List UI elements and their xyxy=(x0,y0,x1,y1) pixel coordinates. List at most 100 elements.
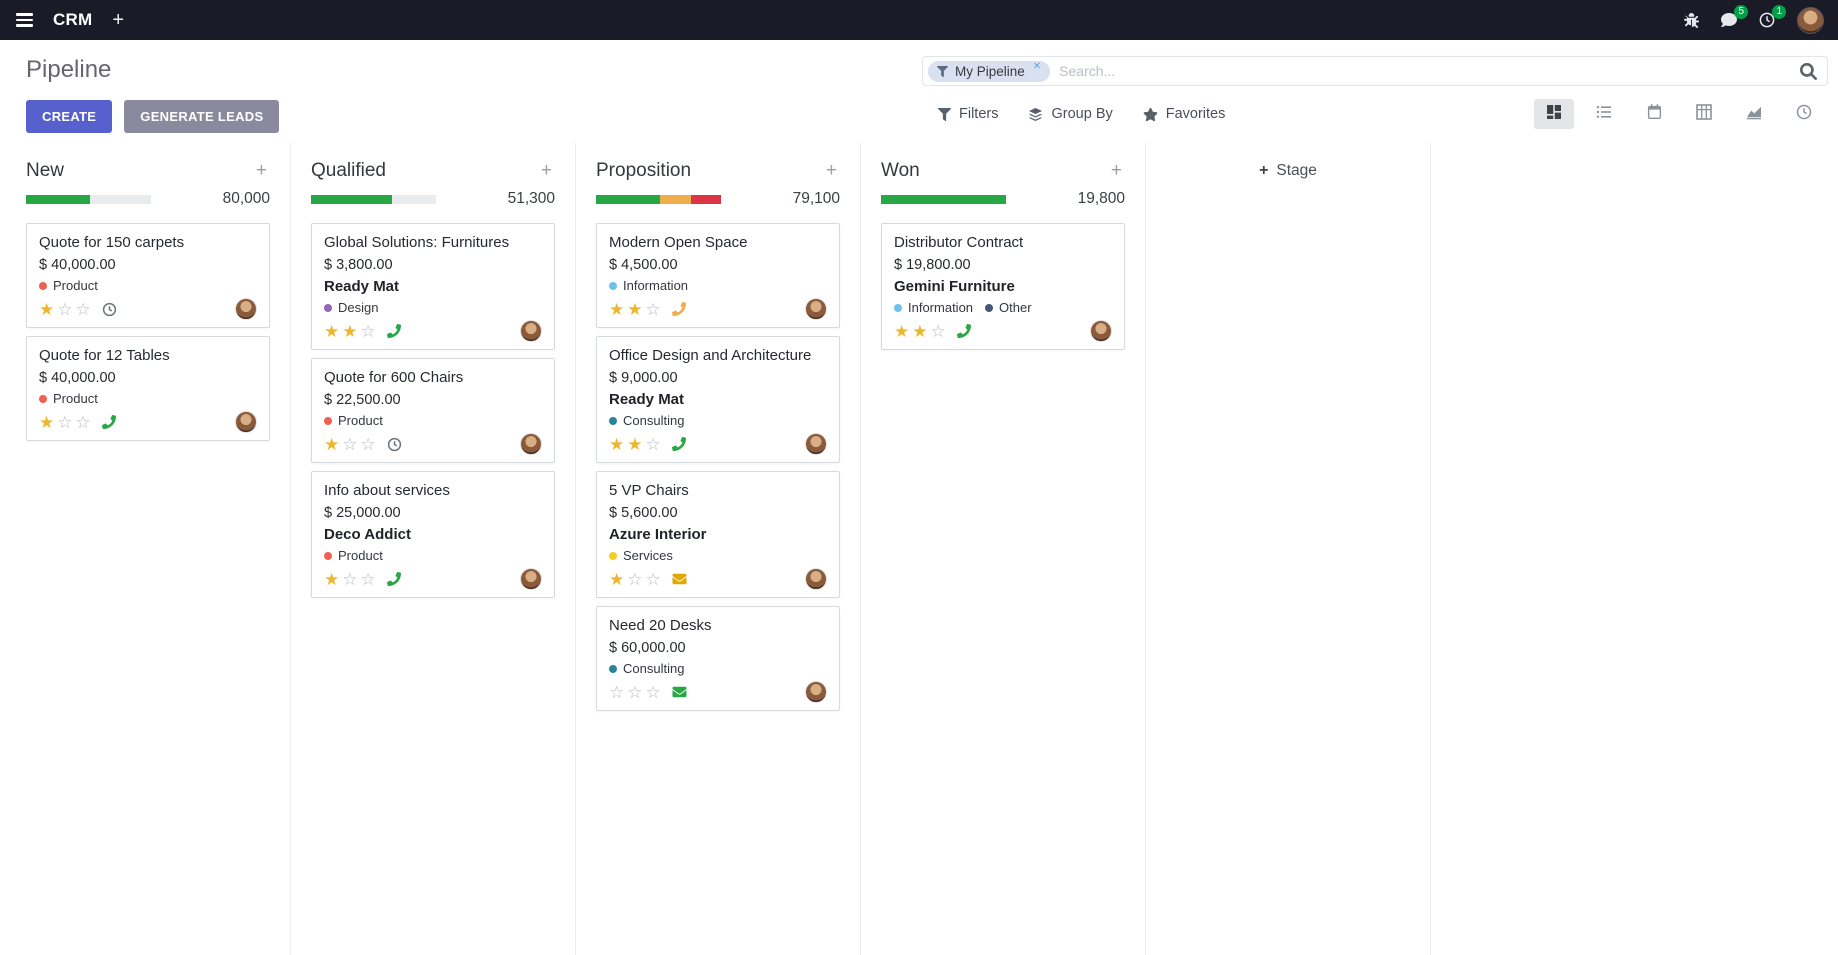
phone-icon[interactable] xyxy=(101,415,116,429)
clock-icon[interactable] xyxy=(387,437,402,452)
kanban-card[interactable]: Distributor Contract $ 19,800.00 Gemini … xyxy=(881,223,1125,350)
tag-color-dot xyxy=(609,664,617,673)
favorites-button[interactable]: Favorites xyxy=(1143,106,1225,122)
card-amount: $ 40,000.00 xyxy=(39,257,116,273)
card-title: Office Design and Architecture xyxy=(609,347,812,364)
kanban-card[interactable]: Office Design and Architecture $ 9,000.0… xyxy=(596,336,840,463)
column-quick-add-icon[interactable]: + xyxy=(825,159,837,181)
kanban-card[interactable]: Info about services $ 25,000.00 Deco Add… xyxy=(311,471,555,598)
view-list-button[interactable] xyxy=(1584,99,1624,129)
phone-icon[interactable] xyxy=(386,572,401,586)
priority-stars[interactable]: ★ ★ ☆ xyxy=(324,321,376,341)
card-tag: Product xyxy=(324,548,383,563)
phone-icon[interactable] xyxy=(671,302,686,316)
tag-label: Product xyxy=(338,548,383,563)
avatar xyxy=(805,298,827,320)
kanban-empty-area xyxy=(1431,143,1838,955)
priority-stars[interactable]: ★ ☆ ☆ xyxy=(324,569,376,589)
priority-stars[interactable]: ★ ☆ ☆ xyxy=(39,299,91,319)
kanban-column-qualified: Qualified + 51,300 Global Solutions: Fur… xyxy=(291,143,576,955)
view-activity-button[interactable] xyxy=(1784,99,1824,129)
search-input[interactable] xyxy=(1059,63,1800,79)
tag-color-dot xyxy=(324,416,332,425)
tag-color-dot xyxy=(985,303,994,312)
filters-button[interactable]: Filters xyxy=(938,106,998,122)
activities-badge: 1 xyxy=(1772,5,1786,19)
group-by-button[interactable]: Group By xyxy=(1028,106,1113,122)
progress-segment xyxy=(691,194,721,204)
column-progressbar[interactable] xyxy=(311,194,436,204)
tag-color-dot xyxy=(609,416,617,425)
kanban-column-proposition: Proposition + 79,100 Modern Open Space $… xyxy=(576,143,861,955)
view-calendar-button[interactable] xyxy=(1634,99,1674,129)
priority-stars[interactable]: ★ ★ ☆ xyxy=(609,434,661,454)
column-quick-add-icon[interactable]: + xyxy=(255,159,267,181)
kanban-card[interactable]: Quote for 12 Tables $ 40,000.00 Product … xyxy=(26,336,270,441)
envelope-icon[interactable] xyxy=(672,685,687,699)
apps-menu-icon[interactable] xyxy=(14,9,35,30)
column-title[interactable]: New xyxy=(26,159,65,181)
add-stage-button[interactable]: + Stage xyxy=(1166,157,1410,184)
user-avatar[interactable] xyxy=(1797,6,1824,34)
card-amount: $ 22,500.00 xyxy=(324,392,401,408)
search-icon[interactable] xyxy=(1800,62,1817,80)
filter-icon xyxy=(937,65,948,77)
app-name[interactable]: CRM xyxy=(53,10,93,29)
create-button[interactable]: CREATE xyxy=(26,100,113,133)
kanban-card[interactable]: Quote for 600 Chairs $ 22,500.00 Product… xyxy=(311,358,555,463)
card-title: Distributor Contract xyxy=(894,234,1024,251)
phone-icon[interactable] xyxy=(671,437,686,451)
column-title[interactable]: Won xyxy=(881,159,920,181)
phone-icon[interactable] xyxy=(386,324,401,338)
avatar xyxy=(1090,320,1112,342)
graph-icon xyxy=(1746,104,1762,125)
priority-stars[interactable]: ★ ☆ ☆ xyxy=(324,434,376,454)
priority-stars[interactable]: ★ ★ ☆ xyxy=(609,299,661,319)
kanban-card[interactable]: Quote for 150 carpets $ 40,000.00 Produc… xyxy=(26,223,270,328)
priority-stars[interactable]: ★ ★ ☆ xyxy=(894,321,946,341)
column-total: 19,800 xyxy=(1077,190,1125,207)
view-kanban-button[interactable] xyxy=(1534,99,1574,129)
column-quick-add-icon[interactable]: + xyxy=(1110,159,1122,181)
column-progressbar[interactable] xyxy=(26,194,151,204)
card-title: Quote for 12 Tables xyxy=(39,347,170,364)
clock-icon[interactable] xyxy=(102,302,117,317)
kanban-card[interactable]: 5 VP Chairs $ 5,600.00 Azure Interior Se… xyxy=(596,471,840,598)
layers-icon xyxy=(1028,107,1043,122)
priority-stars[interactable]: ★ ☆ ☆ xyxy=(609,569,661,589)
list-icon xyxy=(1596,104,1612,125)
avatar xyxy=(805,433,827,455)
view-graph-button[interactable] xyxy=(1734,99,1774,129)
view-pivot-button[interactable] xyxy=(1684,99,1724,129)
plus-icon[interactable]: + xyxy=(112,9,125,31)
search-bar[interactable]: My Pipeline ✕ xyxy=(922,56,1828,86)
search-facet-my-pipeline[interactable]: My Pipeline ✕ xyxy=(928,60,1051,82)
column-progressbar[interactable] xyxy=(596,194,721,204)
priority-stars[interactable]: ★ ☆ ☆ xyxy=(39,412,91,432)
messages-icon[interactable]: 5 xyxy=(1721,5,1748,28)
card-tag: Product xyxy=(39,391,98,406)
envelope-icon[interactable] xyxy=(672,572,687,586)
bug-icon[interactable] xyxy=(1684,12,1699,28)
card-title: Global Solutions: Furnitures xyxy=(324,234,510,251)
group-by-label: Group By xyxy=(1051,106,1113,122)
top-navbar: CRM + 5 1 xyxy=(0,0,1838,40)
avatar xyxy=(805,681,827,703)
filters-label: Filters xyxy=(959,106,999,122)
progress-segment xyxy=(881,194,1006,204)
column-progressbar[interactable] xyxy=(881,194,1006,204)
kanban-card[interactable]: Global Solutions: Furnitures $ 3,800.00 … xyxy=(311,223,555,350)
kanban-board: New + 80,000 Quote for 150 carpets $ 40,… xyxy=(0,143,1838,955)
kanban-card[interactable]: Need 20 Desks $ 60,000.00 Consulting ☆ ☆ ☆ xyxy=(596,606,840,711)
column-title[interactable]: Proposition xyxy=(596,159,692,181)
column-total: 80,000 xyxy=(222,190,270,207)
generate-leads-button[interactable]: GENERATE LEADS xyxy=(124,100,280,133)
activities-clock-icon[interactable]: 1 xyxy=(1759,5,1786,28)
phone-icon[interactable] xyxy=(956,324,971,338)
kanban-card[interactable]: Modern Open Space $ 4,500.00 Information… xyxy=(596,223,840,328)
avatar xyxy=(805,568,827,590)
column-title[interactable]: Qualified xyxy=(311,159,386,181)
priority-stars[interactable]: ☆ ☆ ☆ xyxy=(609,682,661,702)
facet-remove-icon[interactable]: ✕ xyxy=(1032,60,1042,72)
column-quick-add-icon[interactable]: + xyxy=(540,159,552,181)
